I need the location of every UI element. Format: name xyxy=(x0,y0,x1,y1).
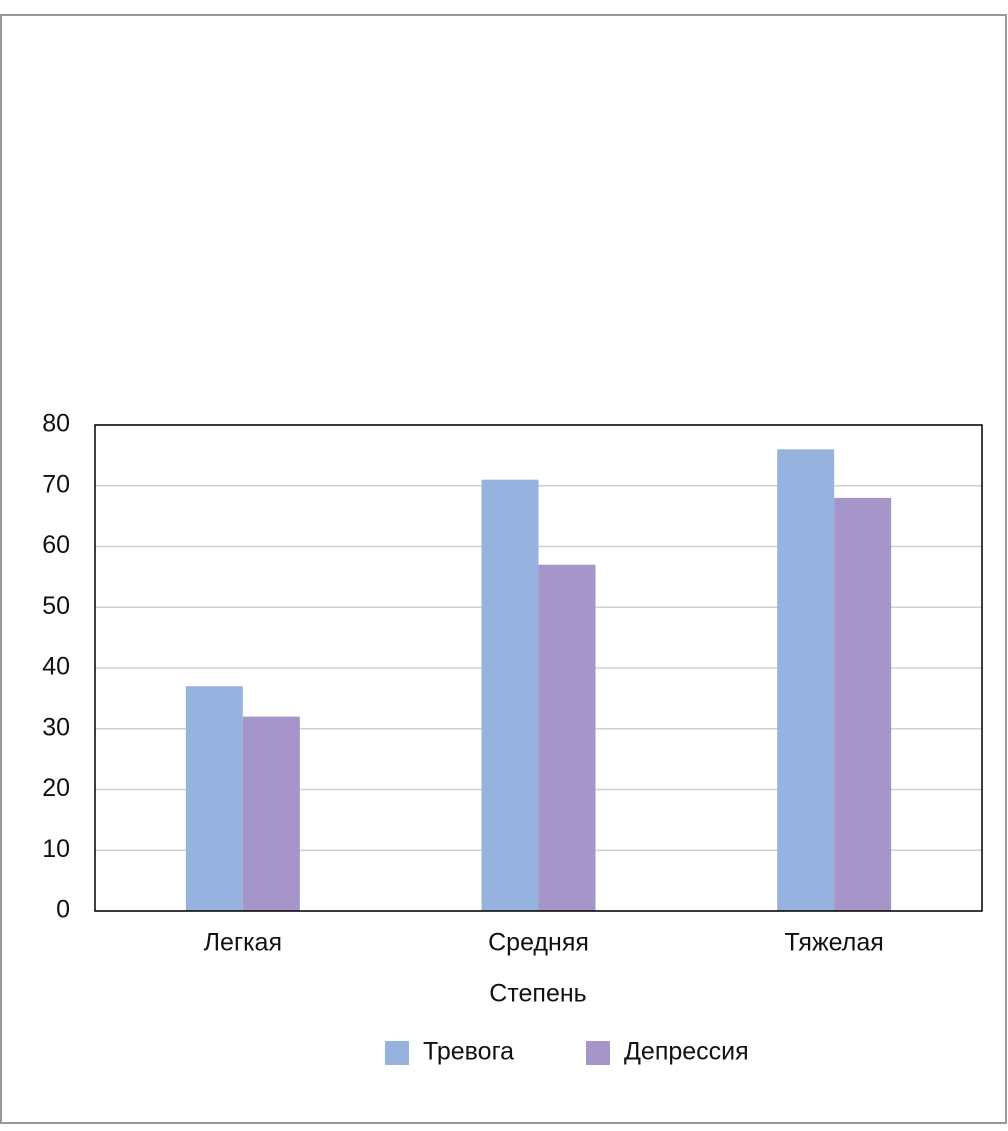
legend-label: Тревога xyxy=(423,1038,514,1066)
y-tick-label: 30 xyxy=(42,713,70,741)
bar xyxy=(242,716,300,911)
y-tick-label: 70 xyxy=(42,470,70,498)
y-tick-label: 10 xyxy=(42,835,70,863)
x-axis-title: Степень xyxy=(489,980,586,1008)
bar xyxy=(481,479,539,911)
y-tick-label: 0 xyxy=(56,896,70,924)
bar xyxy=(777,449,835,911)
x-tick-label: Средняя xyxy=(488,929,589,957)
x-tick-label: Легкая xyxy=(204,929,282,957)
legend-swatch xyxy=(385,1041,409,1065)
bar xyxy=(538,564,596,911)
y-tick-label: 20 xyxy=(42,774,70,802)
x-tick-label: Тяжелая xyxy=(785,929,884,957)
y-tick-label: 50 xyxy=(42,592,70,620)
bar xyxy=(185,686,243,911)
y-tick-label: 80 xyxy=(42,410,70,438)
bar xyxy=(834,497,892,911)
legend-label: Депрессия xyxy=(624,1038,749,1066)
y-tick-label: 60 xyxy=(42,531,70,559)
plot-border xyxy=(94,424,983,912)
y-tick-label: 40 xyxy=(42,653,70,681)
legend-swatch xyxy=(586,1041,610,1065)
